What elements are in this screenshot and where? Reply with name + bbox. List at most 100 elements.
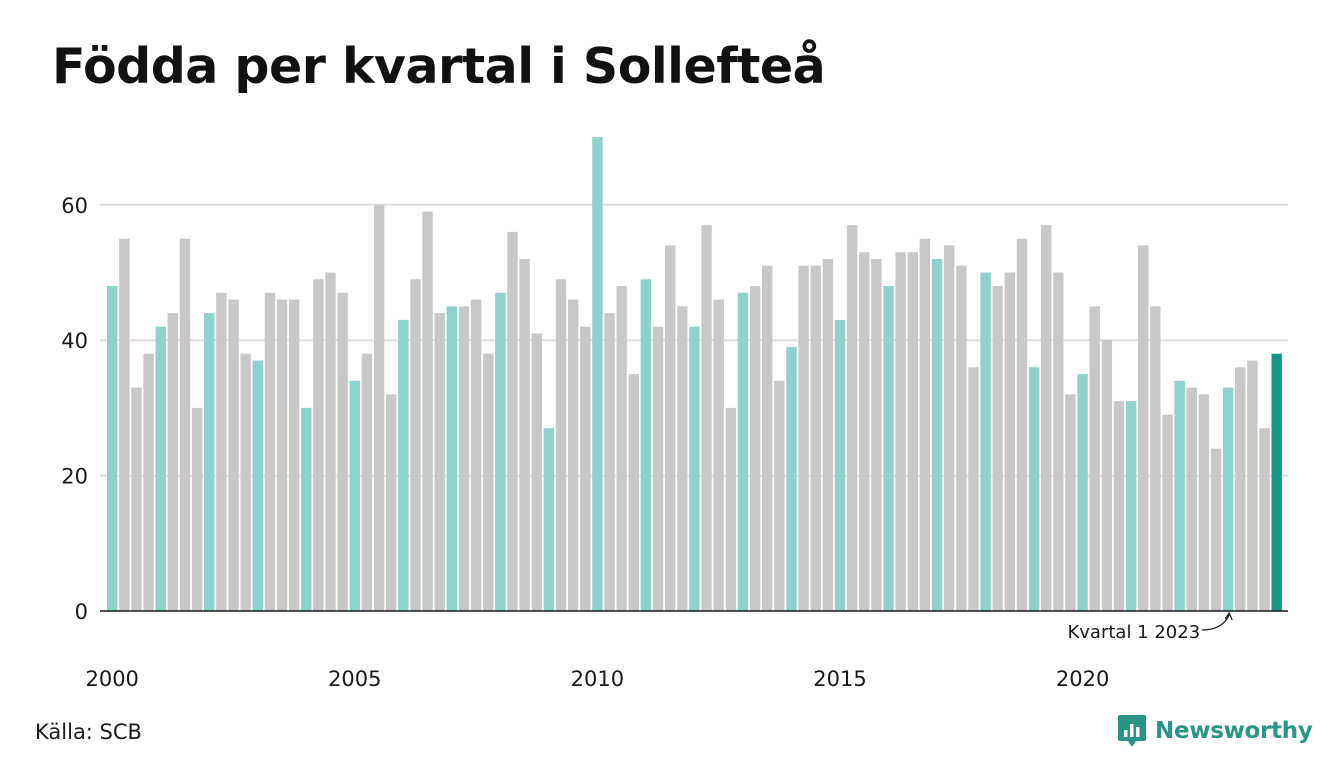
bar-2014-k2 — [798, 265, 809, 611]
bar-2020-k4 — [1113, 401, 1125, 611]
bar-2008-k3 — [519, 258, 530, 611]
bar-2004-k3 — [325, 272, 336, 611]
bar-2022-k1 — [1174, 380, 1185, 611]
bar-2010-k3 — [616, 286, 627, 611]
bar-2016-k1 — [883, 286, 894, 611]
bar-2001-k2 — [167, 313, 179, 611]
bar-2007-k2 — [458, 306, 470, 611]
y-tick-label-60: 60 — [61, 194, 88, 218]
bar-2002-k4 — [240, 353, 251, 611]
bar-2013-k4 — [774, 380, 785, 611]
bar-2021-k3 — [1150, 306, 1161, 611]
bar-2007-k1 — [446, 306, 458, 611]
bar-2019-k3 — [1053, 272, 1064, 611]
bar-2021-k1 — [1125, 401, 1137, 611]
annotation-label: Kvartal 1 2023 — [1067, 622, 1200, 643]
y-tick-label-20: 20 — [61, 465, 88, 489]
bar-2008-k2 — [507, 231, 518, 611]
bar-2008-k1 — [495, 292, 506, 611]
bar-2020-k3 — [1101, 340, 1113, 611]
bar-2018-k3 — [1004, 272, 1016, 611]
bar-2012-k4 — [725, 407, 737, 611]
x-tick-label-2005: 2005 — [328, 667, 381, 691]
bar-2022-k2 — [1186, 387, 1197, 611]
bar-2023-k1 — [1222, 387, 1234, 611]
bar-2018-k1 — [980, 272, 991, 611]
bar-2005-k4 — [385, 394, 397, 611]
bar-2004-k4 — [337, 292, 348, 611]
bar-2011-k3 — [664, 245, 676, 612]
chart-title: Födda per kvartal i Sollefteå — [52, 38, 826, 95]
bars — [107, 137, 1282, 612]
bar-2015-k1 — [834, 319, 846, 611]
y-tick-label-40: 40 — [61, 329, 88, 353]
bar-2003-k4 — [288, 299, 300, 611]
bar-2001-k3 — [179, 238, 191, 611]
bar-2015-k2 — [846, 225, 858, 612]
bar-2015-k4 — [871, 258, 882, 611]
bar-2020-k2 — [1089, 306, 1100, 611]
bar-2004-k2 — [313, 279, 324, 611]
brand-logo: Newsworthy — [1117, 713, 1313, 749]
newsworthy-logo-icon — [1118, 715, 1146, 747]
annotation: Kvartal 1 2023 — [1067, 611, 1233, 643]
bar-2014-k3 — [810, 265, 821, 611]
bar-2024-k1 — [1271, 353, 1282, 611]
bar-2013-k3 — [762, 265, 773, 611]
bar-2000-k3 — [131, 387, 142, 611]
bar-2021-k4 — [1162, 414, 1173, 611]
bar-2021-k2 — [1138, 245, 1149, 612]
bar-2020-k1 — [1077, 374, 1088, 611]
bar-2010-k1 — [592, 137, 603, 611]
bar-2000-k4 — [143, 353, 154, 611]
bar-2018-k2 — [992, 286, 1003, 611]
bar-2005-k1 — [349, 380, 360, 611]
bar-2011-k1 — [640, 279, 652, 611]
brand-name: Newsworthy — [1155, 718, 1313, 744]
bar-2022-k3 — [1198, 394, 1210, 611]
bar-2000-k2 — [119, 238, 130, 611]
bar-2011-k2 — [652, 326, 664, 611]
y-tick-label-0: 0 — [75, 600, 88, 624]
bar-2002-k1 — [204, 313, 215, 611]
bar-2007-k4 — [483, 353, 494, 611]
bar-2017-k1 — [931, 258, 943, 611]
bar-2013-k2 — [749, 286, 761, 611]
y-axis-tick-labels: 0 20 40 60 — [61, 194, 88, 624]
annotation-arrow-head — [1224, 611, 1233, 621]
bar-2019-k1 — [1028, 367, 1040, 611]
bar-2023-k4 — [1259, 428, 1270, 611]
bar-2019-k4 — [1065, 394, 1076, 611]
bar-2010-k4 — [628, 374, 639, 611]
bar-2022-k4 — [1210, 448, 1222, 611]
bar-2003-k3 — [276, 299, 288, 611]
x-tick-label-2015: 2015 — [813, 667, 866, 691]
bar-2014-k1 — [786, 346, 797, 611]
bar-2008-k4 — [531, 333, 542, 611]
bar-chart: 0 20 40 60 2000 2005 2010 2015 2020 Kvartal 1 2… — [61, 137, 1288, 691]
bar-2006-k2 — [410, 279, 421, 611]
bar-2012-k3 — [713, 299, 724, 611]
bar-2007-k3 — [470, 299, 482, 611]
bar-2017-k3 — [956, 265, 967, 611]
bar-2006-k1 — [398, 319, 409, 611]
bar-2017-k4 — [968, 367, 979, 611]
bar-2015-k3 — [859, 252, 870, 611]
bar-2019-k2 — [1041, 225, 1052, 612]
bar-2009-k4 — [580, 326, 591, 611]
bar-2016-k2 — [895, 252, 906, 611]
bar-2009-k1 — [543, 428, 555, 611]
bar-2000-k1 — [107, 286, 118, 611]
bar-2023-k2 — [1235, 367, 1246, 611]
annotation-arrow-line — [1202, 614, 1230, 631]
x-axis-tick-labels: 2000 2005 2010 2015 2020 — [85, 667, 1109, 691]
source-label: Källa: SCB — [35, 720, 142, 744]
bar-2005-k2 — [361, 353, 373, 611]
bar-2006-k4 — [434, 313, 445, 611]
bar-2006-k3 — [422, 211, 433, 611]
bar-2012-k1 — [689, 326, 700, 611]
bar-2003-k2 — [264, 292, 276, 611]
bar-2001-k1 — [155, 326, 166, 611]
bar-2017-k2 — [943, 245, 955, 612]
bar-2009-k3 — [567, 299, 579, 611]
